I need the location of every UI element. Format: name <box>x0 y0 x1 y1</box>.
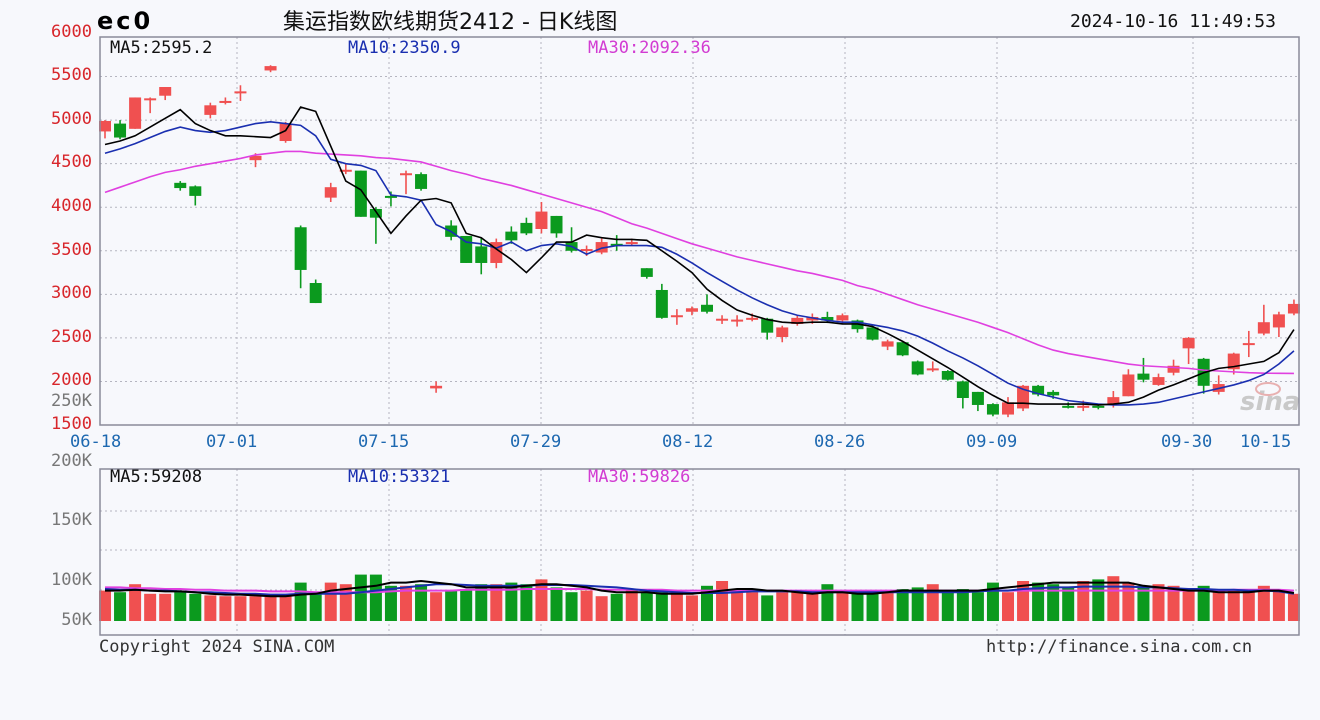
price-ma5-label: MA5:2595.2 <box>110 38 213 58</box>
y-tick-3000: 3000 <box>51 283 92 303</box>
source-url-link[interactable]: http://finance.sina.com.cn <box>986 637 1253 657</box>
x-tick-0812: 08-12 <box>662 432 714 452</box>
volume-panel-border <box>99 468 1300 636</box>
volume-ma-lines <box>104 579 1295 598</box>
x-tick-0909: 09-09 <box>966 432 1018 452</box>
x-tick-0715: 07-15 <box>358 432 410 452</box>
vol-ma10-label: MA10:53321 <box>348 467 451 487</box>
x-tick-0930: 09-30 <box>1161 432 1213 452</box>
price-ma30-label: MA30:2092.36 <box>588 38 711 58</box>
timestamp: 2024-10-16 11:49:53 <box>1070 11 1276 32</box>
sina-watermark: sina <box>1240 382 1300 417</box>
chart-title: 集运指数欧线期货2412 - 日K线图 <box>283 10 618 35</box>
vol-tick-100k: 100K <box>51 570 92 590</box>
vol-tick-150k: 150K <box>51 510 92 530</box>
copyright-text: Copyright 2024 SINA.COM <box>99 637 335 657</box>
y-tick-4500: 4500 <box>51 152 92 172</box>
x-tick-1015: 10-15 <box>1240 432 1292 452</box>
svg-text:sina: sina <box>1240 387 1300 417</box>
vol-ma30-label: MA30:59826 <box>588 467 691 487</box>
candlestick-series <box>99 65 1300 418</box>
y-tick-6000: 6000 <box>51 22 92 42</box>
y-tick-2500: 2500 <box>51 327 92 347</box>
symbol-code: ec0 <box>97 7 154 35</box>
y-tick-5000: 5000 <box>51 109 92 129</box>
x-tick-0701: 07-01 <box>206 432 258 452</box>
y-tick-1500: 1500 <box>51 414 92 434</box>
overlay-tick-250k: 250K <box>51 391 92 411</box>
price-panel-border <box>99 36 1300 426</box>
y-tick-4000: 4000 <box>51 196 92 216</box>
price-ma-lines <box>104 106 1295 406</box>
x-tick-0618: 06-18 <box>70 432 122 452</box>
x-tick-0729: 07-29 <box>510 432 562 452</box>
vol-ma5-label: MA5:59208 <box>110 467 203 487</box>
x-tick-0826: 08-26 <box>814 432 866 452</box>
vol-tick-200k: 200K <box>51 451 92 471</box>
y-tick-3500: 3500 <box>51 240 92 260</box>
y-tick-2000: 2000 <box>51 370 92 390</box>
y-tick-5500: 5500 <box>51 65 92 85</box>
price-ma10-label: MA10:2350.9 <box>348 38 461 58</box>
vol-tick-50k: 50K <box>61 610 92 630</box>
